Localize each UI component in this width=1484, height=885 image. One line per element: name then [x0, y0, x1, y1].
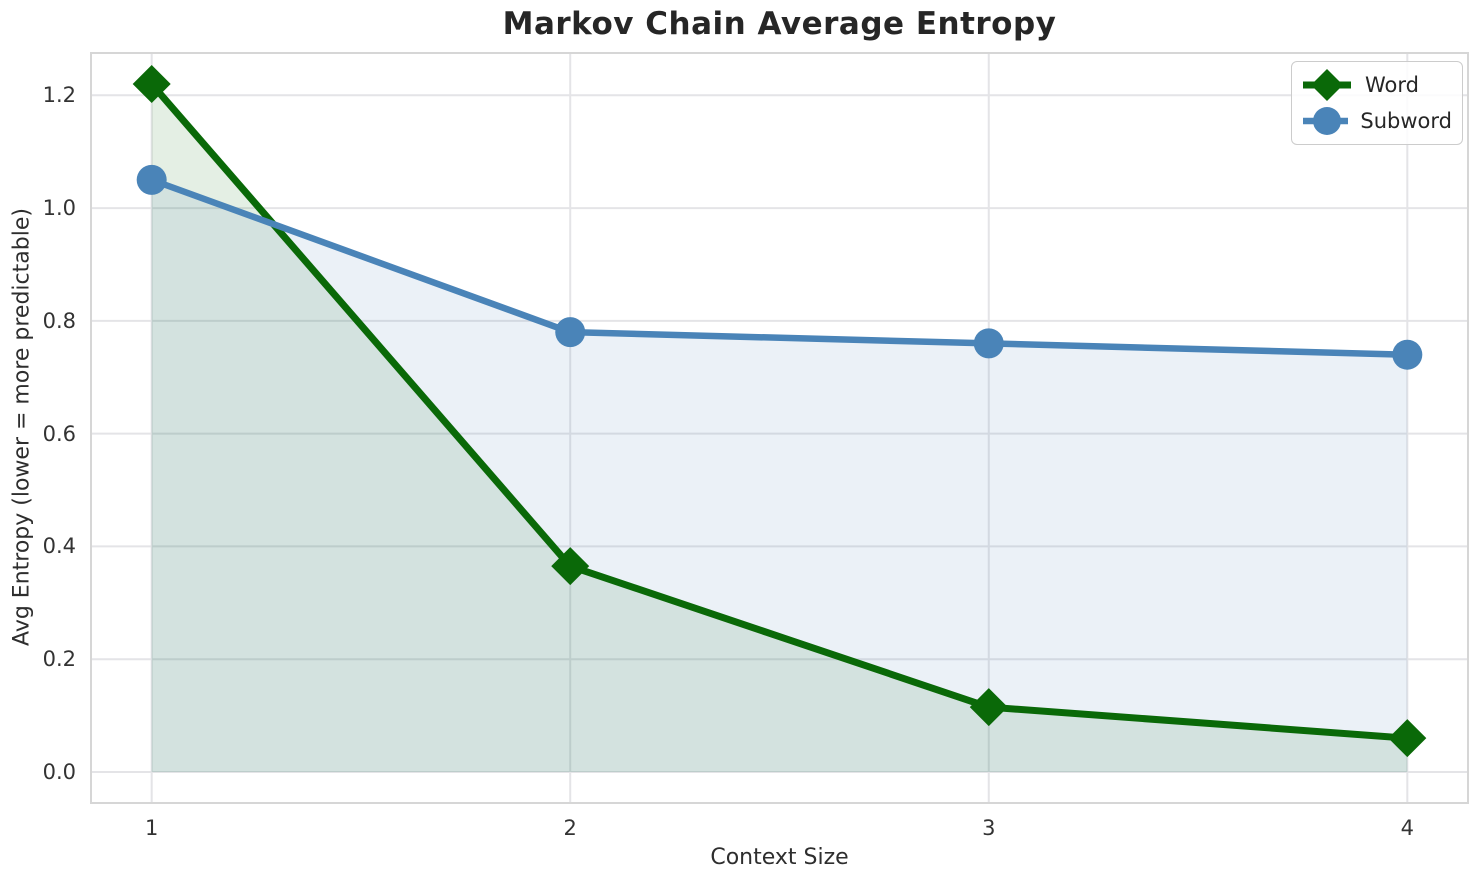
x-tick-label: 4 [1400, 816, 1414, 840]
y-tick-label: 1.2 [42, 83, 76, 108]
data-point-diamond [1388, 719, 1427, 758]
chart-title: Markov Chain Average Entropy [502, 6, 1057, 42]
legend-label: Subword [1360, 109, 1452, 133]
legend-circle-glyph [1313, 107, 1341, 135]
area-fill-subword [151, 179, 1408, 772]
data-point-circle [1392, 339, 1423, 370]
legend-item-word: Word [1301, 68, 1452, 102]
y-tick-label: 0.4 [42, 534, 76, 559]
line-word [148, 80, 1411, 742]
x-tick-label: 3 [982, 816, 996, 840]
y-tick-label: 0.8 [42, 308, 76, 333]
word-diamond-icon [1303, 69, 1351, 101]
y-tick-label: 0.2 [42, 647, 76, 672]
legend-label: Word [1365, 73, 1419, 97]
area-fill-word [151, 84, 1408, 772]
data-point-circle [555, 317, 586, 348]
y-axis-label: Avg Entropy (lower = more predictable) [9, 208, 35, 646]
x-axis-label: Context Size [710, 845, 849, 870]
data-point-diamond [551, 547, 590, 586]
y-tick-label: 0.0 [42, 759, 76, 784]
y-tick-label: 1.0 [42, 196, 76, 221]
legend-diamond-glyph [1311, 69, 1343, 101]
line-subword [148, 176, 1411, 358]
plot-border [90, 52, 1469, 804]
legend-item-subword: Subword [1301, 104, 1452, 138]
y-tick-label: 0.6 [42, 421, 76, 446]
legend: Word Subword [1291, 61, 1463, 145]
subword-circle-icon [1303, 107, 1349, 135]
data-point-circle [973, 328, 1004, 359]
data-point-diamond [132, 65, 171, 104]
x-tick-label: 1 [145, 816, 159, 840]
data-point-circle [136, 164, 167, 195]
x-tick-label: 2 [563, 816, 577, 840]
data-point-diamond [969, 688, 1008, 727]
